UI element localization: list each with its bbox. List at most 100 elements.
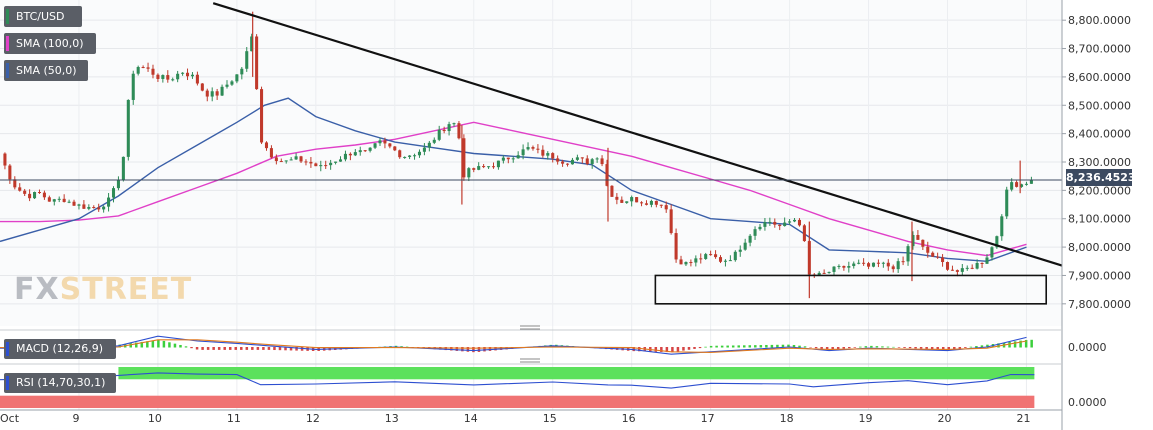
time-axis: Oct 9 10 11 12 13 14 15 16 17 18 19 20 21 xyxy=(0,325,1062,425)
macd-histogram-bar xyxy=(953,347,956,350)
candle-body xyxy=(200,83,204,91)
candle-body xyxy=(1010,182,1014,190)
candle-body xyxy=(245,51,249,69)
macd-histogram-bar xyxy=(693,347,696,349)
macd-histogram-bar xyxy=(455,347,459,351)
candle-body xyxy=(3,153,7,166)
symbol-swatch xyxy=(6,9,9,24)
candle-body xyxy=(985,257,989,264)
candle-body xyxy=(847,266,851,268)
candle-body xyxy=(718,257,723,262)
candle-body xyxy=(363,150,367,152)
x-tick-label: 14 xyxy=(464,412,478,425)
macd-histogram-bar xyxy=(262,347,265,350)
logo-fx: FX xyxy=(14,272,60,307)
macd-histogram-bar xyxy=(173,343,177,348)
legend-sma100[interactable]: SMA (100,0) xyxy=(4,33,96,54)
candle-body xyxy=(398,150,402,158)
candle-body xyxy=(526,147,530,150)
candle-body xyxy=(955,270,959,272)
candle-body xyxy=(802,225,806,242)
macd-histogram-bar xyxy=(1019,340,1022,348)
candle-body xyxy=(447,124,451,132)
candle-body xyxy=(792,219,797,222)
candle-body xyxy=(1015,182,1019,187)
y-tick-label: 8,300.0000 xyxy=(1068,156,1131,169)
x-tick-label: 10 xyxy=(148,412,162,425)
macd-histogram-bar xyxy=(964,347,967,348)
candle-body xyxy=(166,75,170,80)
macd-histogram-bar xyxy=(494,347,497,351)
resistance-trendline xyxy=(212,2,1063,267)
candle-body xyxy=(521,149,525,156)
candle-body xyxy=(57,198,61,200)
macd-histogram-bar xyxy=(958,347,962,349)
candle-body xyxy=(615,196,619,200)
candle-body xyxy=(541,149,545,156)
macd-histogram-bar xyxy=(240,347,243,350)
macd-histogram-bar xyxy=(781,344,785,348)
macd-histogram-bar xyxy=(814,347,818,349)
candle-body xyxy=(960,268,964,272)
candle-body xyxy=(743,242,747,250)
macd-histogram-bar xyxy=(251,347,254,350)
sma50-swatch xyxy=(6,63,9,78)
macd-histogram-bar xyxy=(267,347,271,350)
candle-body xyxy=(427,142,431,148)
macd-histogram-bar xyxy=(859,346,862,348)
candle-body xyxy=(151,68,155,75)
sma-line xyxy=(0,97,1027,263)
y-tick-label: 8,600.0000 xyxy=(1068,71,1131,84)
candle-body xyxy=(348,153,352,156)
macd-histogram-bar xyxy=(720,345,724,348)
candle-body xyxy=(931,252,935,257)
candle-body xyxy=(171,79,175,81)
macd-histogram-bar xyxy=(295,347,298,351)
candle-body xyxy=(965,267,969,269)
candlesticks xyxy=(3,11,1033,299)
macd-histogram-bar xyxy=(284,347,287,351)
macd-histogram-bar xyxy=(461,347,464,352)
candle-body xyxy=(758,226,762,230)
candle-body xyxy=(556,158,560,162)
candle-body xyxy=(225,84,229,87)
candle-body xyxy=(704,254,708,259)
macd-histogram-bar xyxy=(914,347,917,349)
macd-histogram-bar xyxy=(980,345,984,348)
macd-histogram-bar xyxy=(1013,341,1017,348)
candle-body xyxy=(62,198,66,202)
candle-body xyxy=(156,74,160,79)
candle-body xyxy=(753,229,757,236)
candle-body xyxy=(862,262,866,264)
macd-label-text: MACD (12,26,9) xyxy=(16,342,104,355)
macd-histogram-bar xyxy=(936,347,939,350)
rsi-label[interactable]: RSI (14,70,30,1) xyxy=(4,373,116,393)
candle-body xyxy=(324,165,328,167)
macd-histogram-bar xyxy=(853,347,857,348)
macd-histogram-bar xyxy=(179,344,182,348)
candle-body xyxy=(472,168,476,170)
macd-histogram-bar xyxy=(947,347,951,350)
candle-body xyxy=(778,224,782,227)
macd-histogram-bar xyxy=(848,347,851,349)
legend-sma50[interactable]: SMA (50,0) xyxy=(4,60,88,81)
macd-histogram-bar xyxy=(754,345,757,348)
macd-histogram-bar xyxy=(704,346,707,348)
rsi-line xyxy=(0,372,1035,389)
candle-body xyxy=(393,146,397,151)
candle-body xyxy=(28,193,32,199)
candle-body xyxy=(911,235,915,247)
candle-body xyxy=(768,221,772,223)
candle-body xyxy=(975,263,979,269)
candle-body xyxy=(852,263,856,267)
legend-symbol[interactable]: BTC/USD xyxy=(4,6,82,27)
macd-pane: 0.0000 xyxy=(0,335,1107,355)
candle-body xyxy=(67,201,71,203)
macd-label[interactable]: MACD (12,26,9) xyxy=(4,339,116,359)
candle-body xyxy=(575,157,579,160)
candle-body xyxy=(279,161,283,163)
y-tick-label: 8,400.0000 xyxy=(1068,128,1131,141)
candle-body xyxy=(72,201,76,206)
macd-histogram-bar xyxy=(919,347,923,349)
candle-body xyxy=(388,143,392,147)
